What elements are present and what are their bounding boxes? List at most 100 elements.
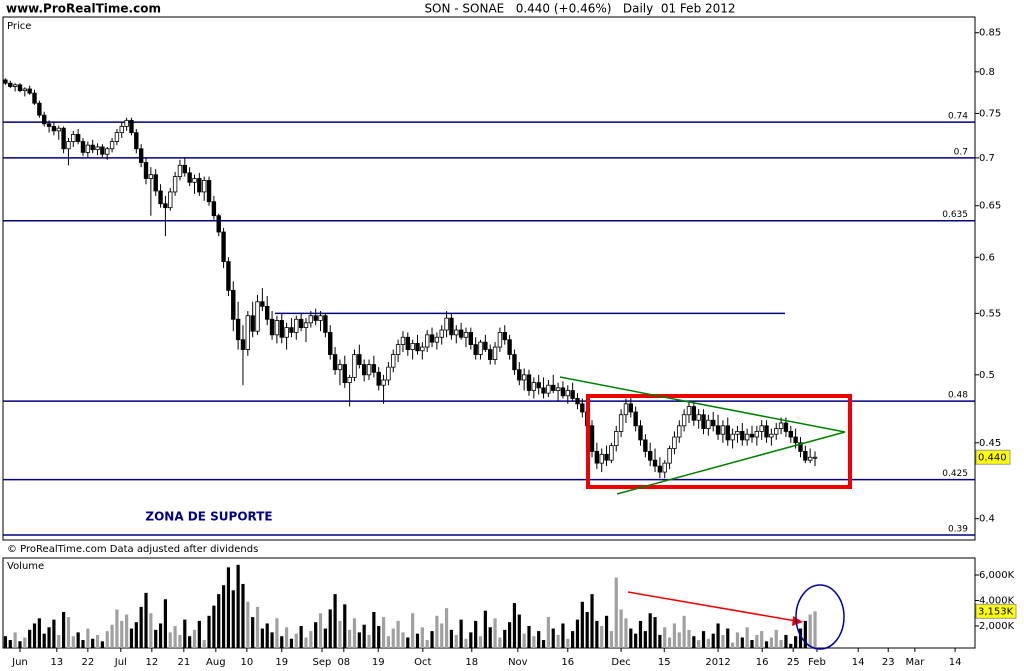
- volume-bar: [343, 604, 347, 648]
- candle-body: [643, 439, 648, 452]
- y-tick-label: 0.6: [979, 252, 995, 263]
- volume-bar: [508, 622, 512, 648]
- volume-bar: [551, 628, 555, 648]
- volume-bar: [420, 627, 424, 648]
- candle-body: [769, 433, 774, 438]
- x-tick-label: 2012: [705, 657, 730, 668]
- volume-bar: [595, 620, 599, 648]
- volume-bar: [76, 632, 80, 648]
- volume-bar: [3, 636, 8, 648]
- candle-body: [395, 344, 401, 355]
- candle-body: [774, 428, 779, 435]
- candle-body: [153, 174, 158, 192]
- volume-bar: [18, 641, 22, 648]
- volume-bar: [110, 624, 114, 648]
- volume-bar: [638, 620, 643, 648]
- volume-bar: [42, 633, 46, 648]
- candle-body: [517, 369, 522, 381]
- candle-body: [410, 342, 415, 350]
- volume-bar: [125, 614, 129, 648]
- candle-body: [298, 318, 304, 329]
- arrow-head: [792, 616, 803, 626]
- volume-bar: [226, 567, 231, 648]
- candle-body: [61, 127, 66, 150]
- volume-bar: [498, 637, 502, 648]
- volume-bar: [537, 631, 541, 648]
- candle-body: [138, 148, 144, 163]
- volume-bar: [333, 594, 337, 648]
- volume-bar: [241, 583, 245, 648]
- volume-bar: [643, 631, 647, 648]
- candle-body: [260, 301, 265, 307]
- level-label: 0.39: [948, 525, 968, 535]
- volume-bar: [546, 617, 550, 648]
- y-tick-label: 0.7: [979, 153, 995, 164]
- candle-body: [371, 364, 377, 373]
- volume-bar: [590, 594, 594, 648]
- volume-bar: [411, 613, 415, 648]
- candle-body: [250, 315, 255, 332]
- volume-bar: [541, 640, 546, 648]
- candle-body: [589, 425, 595, 452]
- highlight-box: [586, 394, 852, 489]
- volume-bar: [246, 601, 250, 648]
- x-tick-label: Aug: [206, 657, 226, 668]
- volume-bar: [362, 624, 366, 648]
- volume-bar: [760, 631, 764, 648]
- candle-body: [473, 344, 478, 355]
- volume-bar: [299, 626, 303, 648]
- candle-body: [332, 354, 338, 371]
- candle-body: [95, 146, 100, 151]
- candle-body: [599, 453, 604, 464]
- x-tick-label: 22: [81, 657, 94, 668]
- candle-body: [134, 132, 139, 150]
- candle-body: [197, 178, 202, 193]
- volume-bar: [86, 628, 90, 648]
- volume-bar: [672, 623, 677, 648]
- candle-body: [22, 88, 28, 92]
- candle-body: [400, 336, 406, 346]
- candle-body: [555, 387, 561, 391]
- volume-bar: [260, 628, 264, 648]
- volume-bar: [61, 611, 66, 648]
- candle-body: [119, 126, 124, 134]
- x-tick-label: 14: [852, 657, 865, 668]
- candle-body: [148, 174, 154, 179]
- volume-bar: [91, 638, 95, 648]
- candle-body: [614, 431, 619, 447]
- volume-bar: [604, 615, 609, 648]
- volume-bar: [600, 626, 604, 648]
- x-tick-label: 08: [337, 657, 350, 668]
- volume-bar: [735, 632, 740, 648]
- last-price-box: [975, 449, 1011, 465]
- candle-body: [105, 148, 110, 155]
- volume-bar: [377, 626, 381, 648]
- volume-bar: [28, 629, 32, 648]
- volume-bar: [207, 615, 211, 648]
- candle-body: [623, 403, 629, 416]
- volume-bar: [357, 632, 361, 648]
- candle-body: [245, 315, 251, 350]
- candle-body: [803, 451, 808, 461]
- candle-body: [168, 191, 173, 209]
- volume-bar: [81, 640, 85, 648]
- volume-bar: [682, 615, 686, 648]
- volume-bar: [192, 629, 197, 648]
- volume-bar: [309, 631, 313, 648]
- volume-bar: [692, 636, 696, 648]
- volume-bar: [47, 627, 51, 648]
- volume-bar: [474, 620, 478, 648]
- x-tick-label: 21: [177, 657, 190, 668]
- candle-body: [463, 332, 469, 338]
- note: © ProRealTime.com Data adjusted after di…: [7, 544, 258, 555]
- volume-bar: [522, 633, 526, 648]
- candle-body: [652, 459, 658, 467]
- candle-body: [686, 406, 692, 416]
- candle-body: [681, 414, 687, 427]
- y-tick-label: 0.4: [979, 514, 995, 525]
- candle-body: [274, 320, 280, 336]
- volume-bar: [478, 636, 483, 648]
- y-tick-label: 0.85: [979, 28, 1001, 39]
- volume-bar: [561, 623, 565, 648]
